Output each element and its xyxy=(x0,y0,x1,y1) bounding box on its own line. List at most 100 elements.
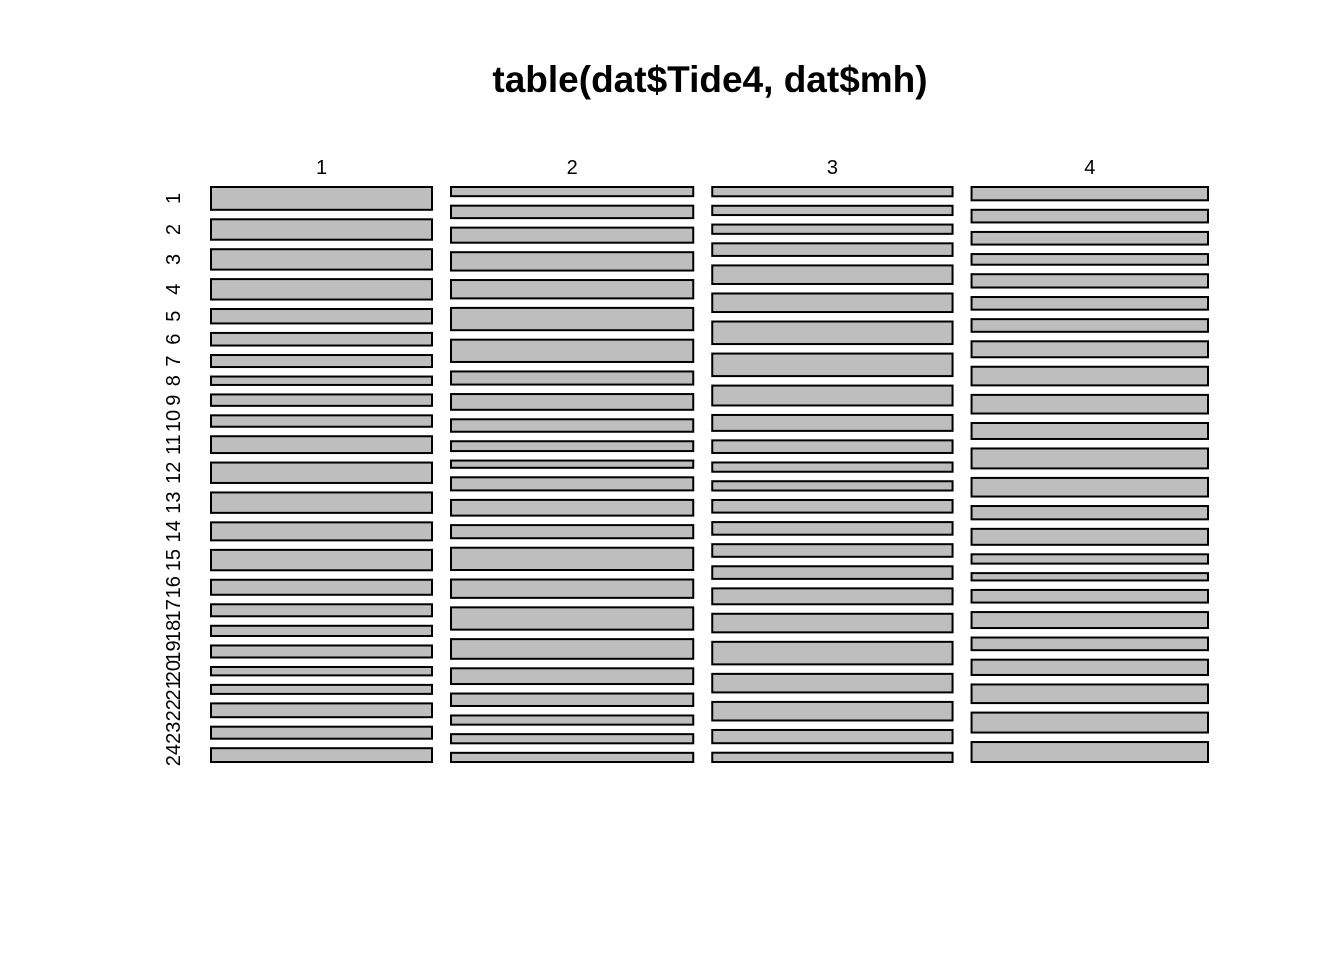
tile-col4-row12 xyxy=(970,447,1209,470)
tile-col1-row24 xyxy=(210,747,434,763)
row-label-22: 22 xyxy=(163,699,185,721)
tile-col2-row19 xyxy=(450,638,695,660)
tile-col1-row19 xyxy=(210,644,434,659)
tile-col1-row16 xyxy=(210,578,434,596)
tile-col2-row2 xyxy=(450,204,695,220)
tile-col1-row14 xyxy=(210,521,434,542)
row-label-1: 1 xyxy=(163,193,185,204)
row-label-15: 15 xyxy=(163,549,185,571)
tile-col3-row11 xyxy=(711,439,954,454)
row-label-16: 16 xyxy=(163,576,185,598)
row-label-4: 4 xyxy=(163,284,185,295)
tile-col4-row18 xyxy=(970,588,1209,604)
tile-col1-row1 xyxy=(210,186,434,211)
tile-col1-row7 xyxy=(210,354,434,369)
tile-col3-row6 xyxy=(711,292,954,314)
tile-col1-row11 xyxy=(210,435,434,455)
tile-col3-row9 xyxy=(711,384,954,407)
tile-col4-row17 xyxy=(970,572,1209,582)
tile-col1-row18 xyxy=(210,624,434,637)
tile-col4-row4 xyxy=(970,253,1209,266)
row-label-24: 24 xyxy=(163,744,185,766)
tile-col2-row5 xyxy=(450,279,695,300)
chart-title: table(dat$Tide4, dat$mh) xyxy=(492,59,927,100)
tile-col3-row7 xyxy=(711,320,954,346)
tile-col4-row15 xyxy=(970,527,1209,546)
row-label-23: 23 xyxy=(163,722,185,744)
tile-col3-row24 xyxy=(711,751,954,763)
tile-col4-row5 xyxy=(970,273,1209,289)
tile-col3-row22 xyxy=(711,700,954,722)
tile-col2-row15 xyxy=(450,524,695,540)
row-label-9: 9 xyxy=(163,395,185,406)
tile-col2-row23 xyxy=(450,733,695,745)
tile-col2-row7 xyxy=(450,338,695,363)
tile-col2-row18 xyxy=(450,606,695,631)
tile-col3-row19 xyxy=(711,612,954,634)
row-label-5: 5 xyxy=(163,311,185,322)
tile-col4-row22 xyxy=(970,683,1209,705)
row-label-10: 10 xyxy=(163,410,185,432)
tile-col3-row23 xyxy=(711,728,954,745)
tile-col3-row4 xyxy=(711,242,954,257)
tile-col1-row10 xyxy=(210,414,434,428)
row-label-19: 19 xyxy=(163,640,185,662)
tile-col4-row21 xyxy=(970,658,1209,676)
tile-col1-row12 xyxy=(210,461,434,484)
mosaic-tiles xyxy=(210,186,1209,764)
tile-col2-row10 xyxy=(450,418,695,433)
tile-col3-row20 xyxy=(711,640,954,666)
tile-col1-row8 xyxy=(210,375,434,386)
tile-col1-row17 xyxy=(210,603,434,618)
tile-col1-row6 xyxy=(210,331,434,347)
tile-col4-row9 xyxy=(970,365,1209,387)
column-label-3: 3 xyxy=(827,157,838,179)
tile-col2-row11 xyxy=(450,440,695,453)
tile-col1-row5 xyxy=(210,308,434,325)
tile-col2-row1 xyxy=(450,186,695,198)
tile-col4-row10 xyxy=(970,393,1209,415)
tile-col2-row9 xyxy=(450,393,695,411)
tile-col1-row21 xyxy=(210,683,434,695)
tile-col2-row24 xyxy=(450,751,695,764)
row-label-3: 3 xyxy=(163,254,185,265)
tile-col2-row22 xyxy=(450,714,695,726)
tile-col4-row2 xyxy=(970,208,1209,224)
tile-col4-row24 xyxy=(970,741,1209,763)
row-label-21: 21 xyxy=(163,678,185,700)
row-label-17: 17 xyxy=(163,599,185,621)
tile-col3-row15 xyxy=(711,521,954,536)
tile-col3-row5 xyxy=(711,264,954,285)
row-label-8: 8 xyxy=(163,375,185,386)
tile-col2-row21 xyxy=(450,692,695,707)
row-label-14: 14 xyxy=(163,520,185,542)
row-label-7: 7 xyxy=(163,355,185,366)
tile-col1-row9 xyxy=(210,393,434,407)
row-label-18: 18 xyxy=(163,620,185,642)
tile-col2-row4 xyxy=(450,251,695,272)
column-label-4: 4 xyxy=(1084,157,1095,179)
row-label-11: 11 xyxy=(163,434,185,455)
tile-col1-row15 xyxy=(210,548,434,572)
tile-col3-row13 xyxy=(711,480,954,492)
tile-col4-row19 xyxy=(970,611,1209,630)
tile-col3-row16 xyxy=(711,543,954,558)
tile-col3-row1 xyxy=(711,186,954,198)
tile-col1-row20 xyxy=(210,665,434,677)
tile-col3-row8 xyxy=(711,352,954,378)
tile-col3-row2 xyxy=(711,204,954,217)
tile-col4-row8 xyxy=(970,340,1209,359)
tile-col4-row20 xyxy=(970,636,1209,652)
tile-col2-row12 xyxy=(450,459,695,469)
tile-col4-row13 xyxy=(970,476,1209,498)
tile-col4-row23 xyxy=(970,711,1209,734)
tile-col1-row3 xyxy=(210,248,434,271)
tile-col3-row3 xyxy=(711,223,954,235)
tile-col1-row13 xyxy=(210,491,434,514)
tile-col2-row14 xyxy=(450,498,695,517)
tile-col2-row17 xyxy=(450,578,695,599)
tile-col3-row21 xyxy=(711,672,954,694)
column-label-1: 1 xyxy=(316,157,327,179)
tile-col3-row10 xyxy=(711,413,954,432)
